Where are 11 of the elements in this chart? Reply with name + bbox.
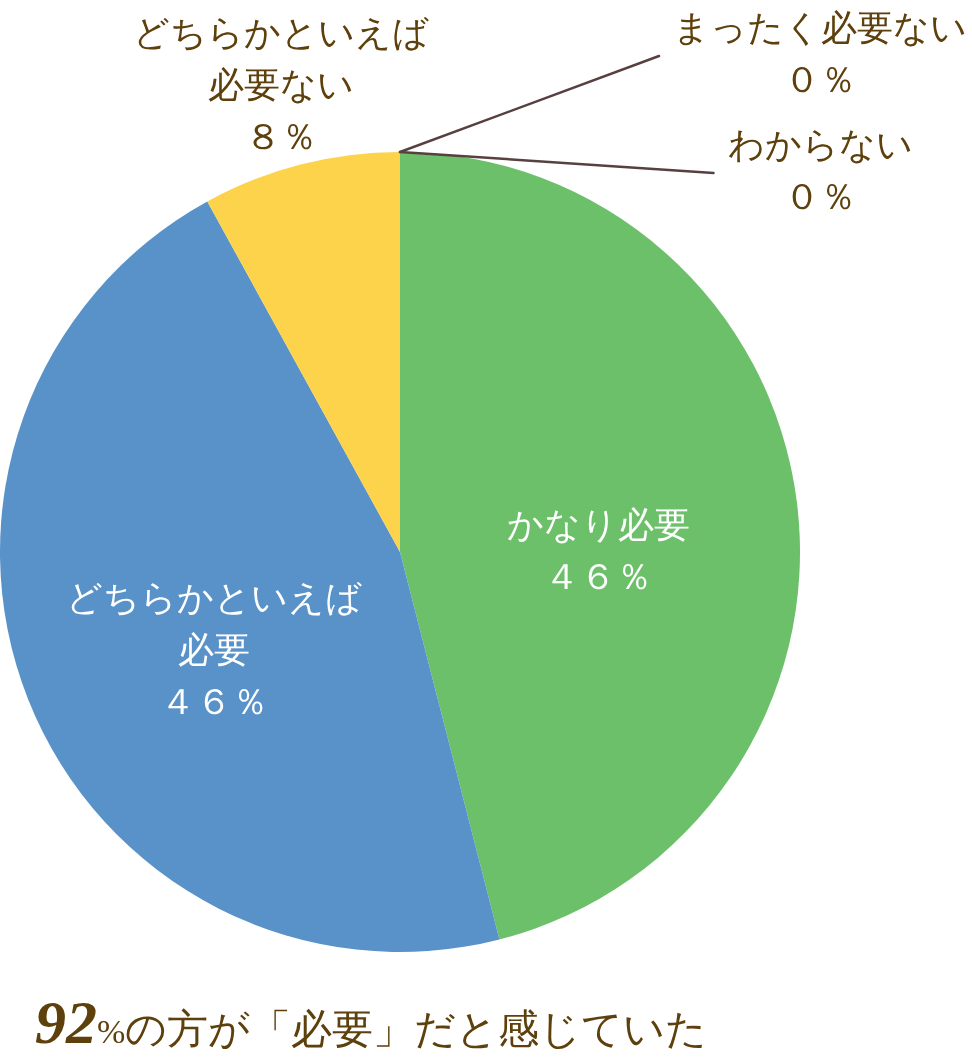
text: ０％ xyxy=(784,175,856,217)
data-label: ４６％ xyxy=(544,555,653,597)
category-label: まったく必要ない xyxy=(673,6,967,48)
data-label: ４６％ xyxy=(160,680,269,722)
slice-label: どちらかといえば必要ない xyxy=(132,12,429,105)
text: ０％ xyxy=(784,58,856,100)
category-label: わからない xyxy=(727,123,913,165)
slice-label: どちらかといえば必要 xyxy=(66,576,363,670)
data-label: ８％ xyxy=(244,116,317,157)
slice-label: かなり必要 xyxy=(506,503,690,545)
text: 92%の方が「必要」だと感じていた xyxy=(35,988,708,1056)
